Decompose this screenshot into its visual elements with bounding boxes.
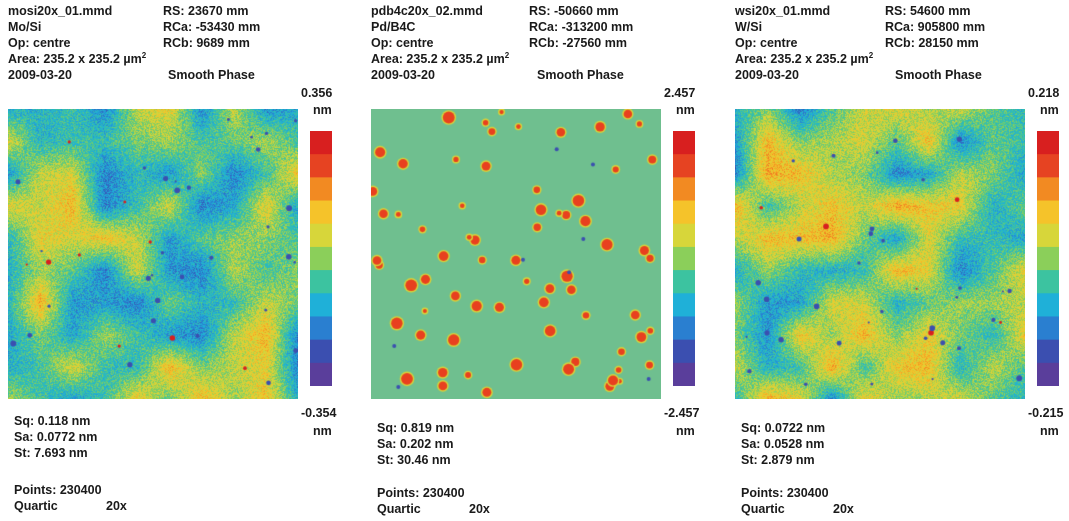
measurement-panel-wsi: wsi20x_01.mmd RS: 54600 mm W/Si RCa: 905…: [735, 0, 1069, 521]
colorbar-step: [310, 246, 332, 271]
op-value: Op: centre: [371, 36, 434, 50]
points-value: Points: 230400: [14, 483, 102, 497]
points-value: Points: 230400: [377, 486, 465, 500]
colorbar-max: 0.356: [301, 86, 333, 100]
surface-height-map: [8, 109, 298, 399]
colorbar-step: [1037, 293, 1059, 318]
sq-value: Sq: 0.0722 nm: [741, 421, 826, 435]
colorbar-step: [310, 223, 332, 248]
area-value: Area: 235.2 x 235.2 µm2: [371, 50, 510, 66]
date-value: 2009-03-20: [735, 68, 799, 82]
magnification: 20x: [833, 502, 854, 516]
colorbar-step: [310, 339, 332, 364]
colorbar-step: [673, 246, 695, 271]
colorbar-min: -2.457: [664, 406, 700, 420]
colorbar-step: [1037, 223, 1059, 248]
colorbar-step: [1037, 362, 1059, 386]
rcb-value: RCb: 9689 mm: [163, 36, 250, 50]
area-value: Area: 235.2 x 235.2 µm2: [735, 50, 874, 66]
rs-value: RS: 23670 mm: [163, 4, 249, 18]
colorbar-min-unit: nm: [676, 424, 695, 438]
magnification: 20x: [106, 499, 127, 513]
colorbar-step: [1037, 131, 1059, 155]
colorbar-max-unit: nm: [1040, 103, 1059, 117]
colorbar: [310, 131, 332, 386]
st-value: St: 30.46 nm: [377, 453, 451, 467]
fit-type: Quartic: [741, 502, 785, 516]
colorbar-min: -0.215: [1028, 406, 1064, 420]
colorbar-step: [310, 177, 332, 202]
rca-value: RCa: -53430 mm: [163, 20, 261, 34]
material-name: Pd/B4C: [371, 20, 416, 34]
surface-height-map: [371, 109, 661, 399]
magnification: 20x: [469, 502, 490, 516]
colorbar-step: [673, 223, 695, 248]
phase-mode: Smooth Phase: [168, 68, 255, 82]
fit-type: Quartic: [14, 499, 58, 513]
st-value: St: 2.879 nm: [741, 453, 815, 467]
colorbar-step: [673, 339, 695, 364]
colorbar-step: [1037, 316, 1059, 341]
st-value: St: 7.693 nm: [14, 446, 88, 460]
colorbar-min-unit: nm: [313, 424, 332, 438]
colorbar: [673, 131, 695, 386]
file-name: mosi20x_01.mmd: [8, 4, 113, 18]
colorbar-max: 2.457: [664, 86, 696, 100]
colorbar-step: [673, 270, 695, 294]
measurement-panel-mosi: mosi20x_01.mmd RS: 23670 mm Mo/Si RCa: -…: [8, 0, 358, 521]
colorbar-max: 0.218: [1028, 86, 1060, 100]
colorbar-step: [310, 200, 332, 225]
date-value: 2009-03-20: [8, 68, 72, 82]
rcb-value: RCb: 28150 mm: [885, 36, 979, 50]
material-name: Mo/Si: [8, 20, 42, 34]
colorbar-step: [1037, 200, 1059, 225]
date-value: 2009-03-20: [371, 68, 435, 82]
colorbar-min: -0.354: [301, 406, 337, 420]
colorbar-max-unit: nm: [676, 103, 695, 117]
colorbar-step: [310, 154, 332, 178]
colorbar-step: [1037, 246, 1059, 271]
sa-value: Sa: 0.0772 nm: [14, 430, 98, 444]
rs-value: RS: 54600 mm: [885, 4, 971, 18]
colorbar-min-unit: nm: [1040, 424, 1059, 438]
sa-value: Sa: 0.202 nm: [377, 437, 454, 451]
colorbar-step: [310, 316, 332, 341]
colorbar-step: [673, 177, 695, 202]
colorbar-step: [310, 362, 332, 386]
colorbar-step: [310, 131, 332, 155]
colorbar-step: [673, 131, 695, 155]
surface-height-map: [735, 109, 1025, 399]
colorbar-step: [1037, 339, 1059, 364]
colorbar-step: [673, 200, 695, 225]
colorbar-step: [673, 154, 695, 178]
phase-mode: Smooth Phase: [537, 68, 624, 82]
material-name: W/Si: [735, 20, 763, 34]
sq-value: Sq: 0.819 nm: [377, 421, 455, 435]
colorbar-step: [310, 293, 332, 318]
phase-mode: Smooth Phase: [895, 68, 982, 82]
rca-value: RCa: 905800 mm: [885, 20, 986, 34]
colorbar-step: [1037, 154, 1059, 178]
rca-value: RCa: -313200 mm: [529, 20, 634, 34]
colorbar-step: [1037, 177, 1059, 202]
colorbar: [1037, 131, 1059, 386]
sq-value: Sq: 0.118 nm: [14, 414, 91, 428]
op-value: Op: centre: [8, 36, 71, 50]
file-name: pdb4c20x_02.mmd: [371, 4, 483, 18]
colorbar-step: [1037, 270, 1059, 294]
rs-value: RS: -50660 mm: [529, 4, 619, 18]
colorbar-step: [673, 362, 695, 386]
colorbar-max-unit: nm: [313, 103, 332, 117]
colorbar-step: [673, 316, 695, 341]
colorbar-step: [310, 270, 332, 294]
sa-value: Sa: 0.0528 nm: [741, 437, 825, 451]
fit-type: Quartic: [377, 502, 421, 516]
rcb-value: RCb: -27560 mm: [529, 36, 627, 50]
area-value: Area: 235.2 x 235.2 µm2: [8, 50, 147, 66]
points-value: Points: 230400: [741, 486, 829, 500]
op-value: Op: centre: [735, 36, 798, 50]
file-name: wsi20x_01.mmd: [735, 4, 831, 18]
measurement-panel-pdb4c: pdb4c20x_02.mmd RS: -50660 mm Pd/B4C RCa…: [371, 0, 721, 521]
colorbar-step: [673, 293, 695, 318]
